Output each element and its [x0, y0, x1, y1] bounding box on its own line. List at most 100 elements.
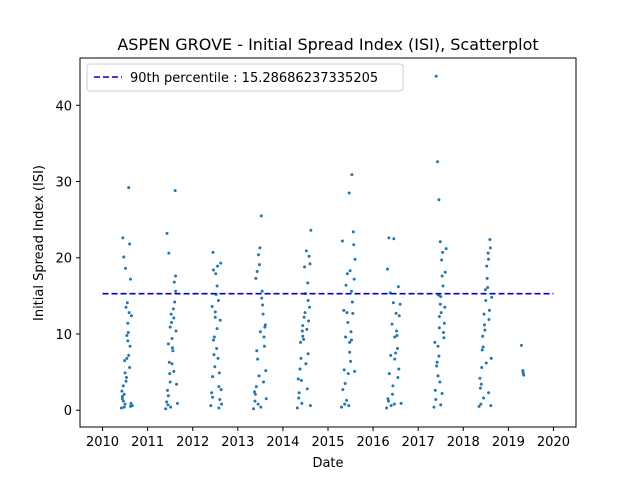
data-point — [210, 391, 214, 395]
data-point — [308, 262, 312, 266]
data-point — [348, 269, 352, 273]
data-point — [489, 356, 493, 360]
data-point — [386, 397, 390, 401]
data-point — [168, 372, 172, 376]
data-point — [344, 335, 348, 339]
data-point — [173, 300, 177, 304]
data-point — [309, 228, 313, 232]
data-point — [216, 264, 220, 268]
data-point — [399, 401, 403, 405]
data-point — [487, 318, 491, 321]
data-point — [487, 308, 491, 312]
data-point — [433, 340, 437, 344]
data-point — [170, 337, 174, 341]
data-point — [130, 404, 134, 408]
y-tick-label: 30 — [55, 176, 72, 191]
data-point — [439, 311, 443, 315]
data-point — [391, 301, 395, 305]
data-point — [171, 307, 175, 311]
data-point — [218, 398, 222, 402]
data-point — [305, 387, 309, 391]
data-point — [165, 400, 169, 404]
data-point — [170, 362, 174, 366]
data-point — [343, 382, 347, 386]
data-point — [478, 386, 482, 390]
data-point — [442, 321, 446, 325]
data-point — [346, 372, 350, 376]
data-point — [167, 360, 171, 364]
data-point — [386, 267, 390, 271]
data-point — [122, 405, 126, 409]
data-point — [442, 336, 446, 340]
data-point — [390, 322, 394, 326]
data-point — [344, 398, 348, 402]
data-point — [353, 369, 357, 373]
data-point — [216, 356, 220, 360]
data-point — [255, 269, 259, 273]
data-point — [305, 327, 309, 331]
legend: 90th percentile : 15.28686237335205 — [86, 63, 404, 92]
data-point — [306, 298, 310, 302]
data-point — [488, 237, 492, 241]
data-point — [260, 296, 264, 300]
data-point — [216, 298, 220, 302]
data-point — [129, 277, 132, 281]
data-point — [128, 242, 132, 246]
data-point — [121, 399, 125, 403]
data-point — [173, 189, 177, 193]
data-point — [485, 264, 489, 268]
data-point — [521, 371, 525, 375]
data-point — [259, 405, 263, 409]
data-point — [438, 302, 442, 306]
data-point — [120, 395, 124, 398]
data-point — [174, 329, 178, 333]
data-point — [169, 405, 173, 409]
data-point — [438, 380, 442, 384]
data-point — [257, 263, 261, 267]
data-point — [170, 321, 174, 325]
data-point — [350, 173, 354, 177]
data-point — [297, 391, 301, 395]
x-tick-label: 2020 — [537, 435, 570, 450]
data-point — [490, 295, 494, 299]
data-point — [119, 406, 123, 410]
data-point — [482, 396, 486, 400]
y-tick-label: 40 — [55, 99, 72, 114]
data-point — [220, 402, 224, 406]
data-point — [342, 308, 346, 312]
data-point — [252, 407, 256, 411]
data-point — [299, 356, 303, 360]
data-point — [168, 325, 172, 329]
data-point — [350, 300, 354, 304]
data-point — [261, 312, 265, 316]
data-point — [255, 349, 259, 353]
data-point — [211, 250, 215, 254]
data-point — [398, 302, 402, 306]
data-point — [489, 404, 493, 408]
data-point — [395, 334, 399, 338]
data-point — [174, 382, 178, 386]
data-point — [253, 399, 257, 403]
data-point — [439, 403, 443, 407]
data-point — [352, 243, 356, 247]
data-point — [519, 343, 523, 347]
data-point — [215, 327, 219, 331]
data-point — [391, 384, 395, 388]
data-point — [396, 285, 400, 289]
data-point — [437, 354, 441, 358]
x-tick-label: 2015 — [311, 435, 344, 450]
data-point — [482, 312, 486, 316]
data-point — [307, 254, 311, 258]
data-point — [301, 324, 305, 328]
data-point — [345, 272, 349, 276]
data-point — [171, 349, 175, 353]
data-point — [340, 239, 344, 243]
data-point — [488, 246, 492, 250]
data-point — [264, 397, 268, 401]
data-points — [119, 74, 526, 411]
data-point — [167, 251, 171, 255]
data-point — [349, 289, 353, 293]
data-point — [437, 326, 441, 330]
data-point — [432, 405, 436, 409]
